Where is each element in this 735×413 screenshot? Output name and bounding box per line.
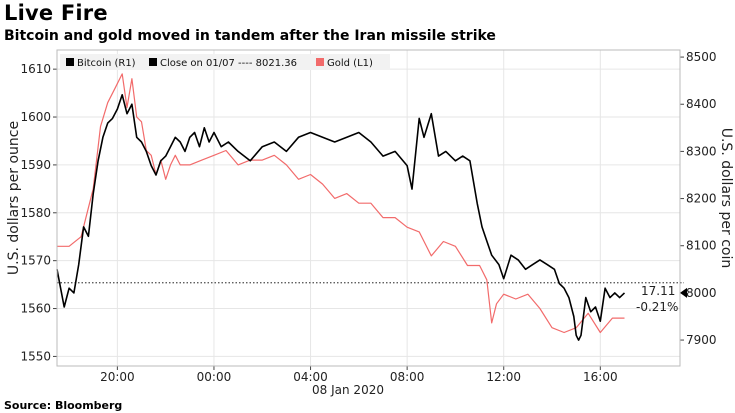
legend-swatch-gold (316, 58, 324, 66)
legend-gold: Gold (L1) (327, 58, 373, 69)
x-axis-ticks: 20:00 00:00 04:00 08:00 12:00 16:00 (100, 366, 618, 384)
left-tick-label: 1610 (20, 62, 51, 76)
right-tick-label: 7900 (686, 333, 717, 347)
right-tick-label: 8400 (686, 97, 717, 111)
legend-background (60, 54, 390, 70)
chart-subtitle: Bitcoin and gold moved in tandem after t… (4, 28, 496, 44)
left-tick-label: 1580 (20, 206, 51, 220)
bitcoin-line (56, 94, 626, 341)
left-tick-label: 1590 (20, 158, 51, 172)
chart-title: Live Fire (4, 1, 108, 25)
source-note: Source: Bloomberg (4, 399, 123, 412)
legend-close: Close on 01/07 ---- 8021.36 (160, 58, 297, 69)
left-tick-label: 1550 (20, 349, 51, 363)
change-percent: -0.21% (636, 300, 678, 314)
x-tick-label: 04:00 (293, 370, 328, 384)
x-date-label: 08 Jan 2020 (312, 383, 384, 397)
left-tick-label: 1570 (20, 254, 51, 268)
grid-lines (57, 50, 680, 366)
right-tick-label: 8200 (686, 192, 717, 206)
legend: Bitcoin (R1) Close on 01/07 ---- 8021.36… (60, 54, 390, 70)
right-tick-label: 8500 (686, 50, 717, 64)
gold-line (57, 73, 625, 334)
left-tick-label: 1560 (20, 302, 51, 316)
legend-swatch-close (149, 58, 157, 66)
right-tick-label: 8000 (686, 286, 717, 300)
legend-swatch-bitcoin (66, 58, 74, 66)
right-axis-ticks: 7900 8000 8100 8200 8300 8400 8500 (680, 50, 717, 347)
x-tick-label: 16:00 (583, 370, 618, 384)
bitcoin-last-value-marker (680, 287, 687, 298)
legend-bitcoin: Bitcoin (R1) (77, 58, 136, 69)
plot-frame (56, 49, 681, 367)
right-axis-title: U.S. dollars per coin (718, 128, 734, 269)
change-value: 17.11 (641, 284, 675, 298)
x-tick-label: 00:00 (197, 370, 232, 384)
left-axis-title: U.S. dollars per ounce (6, 121, 22, 275)
left-axis-ticks: 1550 1560 1570 1580 1590 1600 1610 (20, 62, 57, 363)
x-tick-label: 08:00 (390, 370, 425, 384)
left-tick-label: 1600 (20, 110, 51, 124)
right-tick-label: 8100 (686, 239, 717, 253)
series-group (56, 73, 687, 341)
right-tick-label: 8300 (686, 144, 717, 158)
x-tick-label: 12:00 (486, 370, 521, 384)
x-tick-label: 20:00 (100, 370, 135, 384)
